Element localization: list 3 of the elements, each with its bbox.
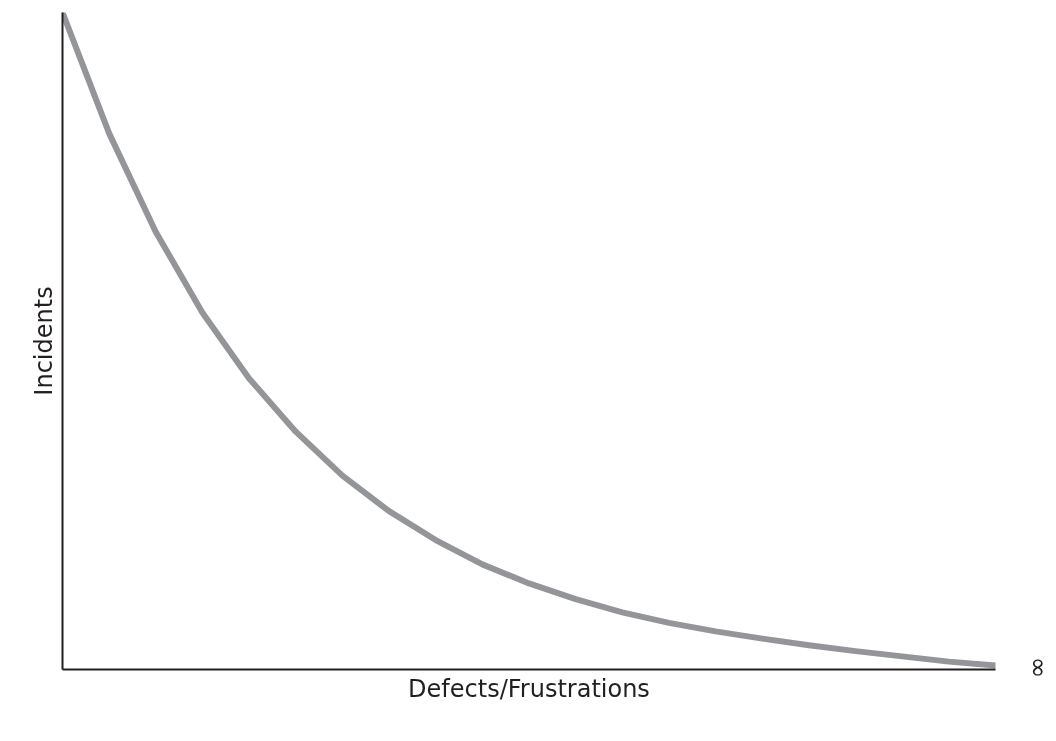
y-axis-title: Incidents xyxy=(29,286,58,396)
text: ∞ xyxy=(1023,656,1054,679)
x-axis-title: Defects/Frustrations xyxy=(408,674,650,703)
